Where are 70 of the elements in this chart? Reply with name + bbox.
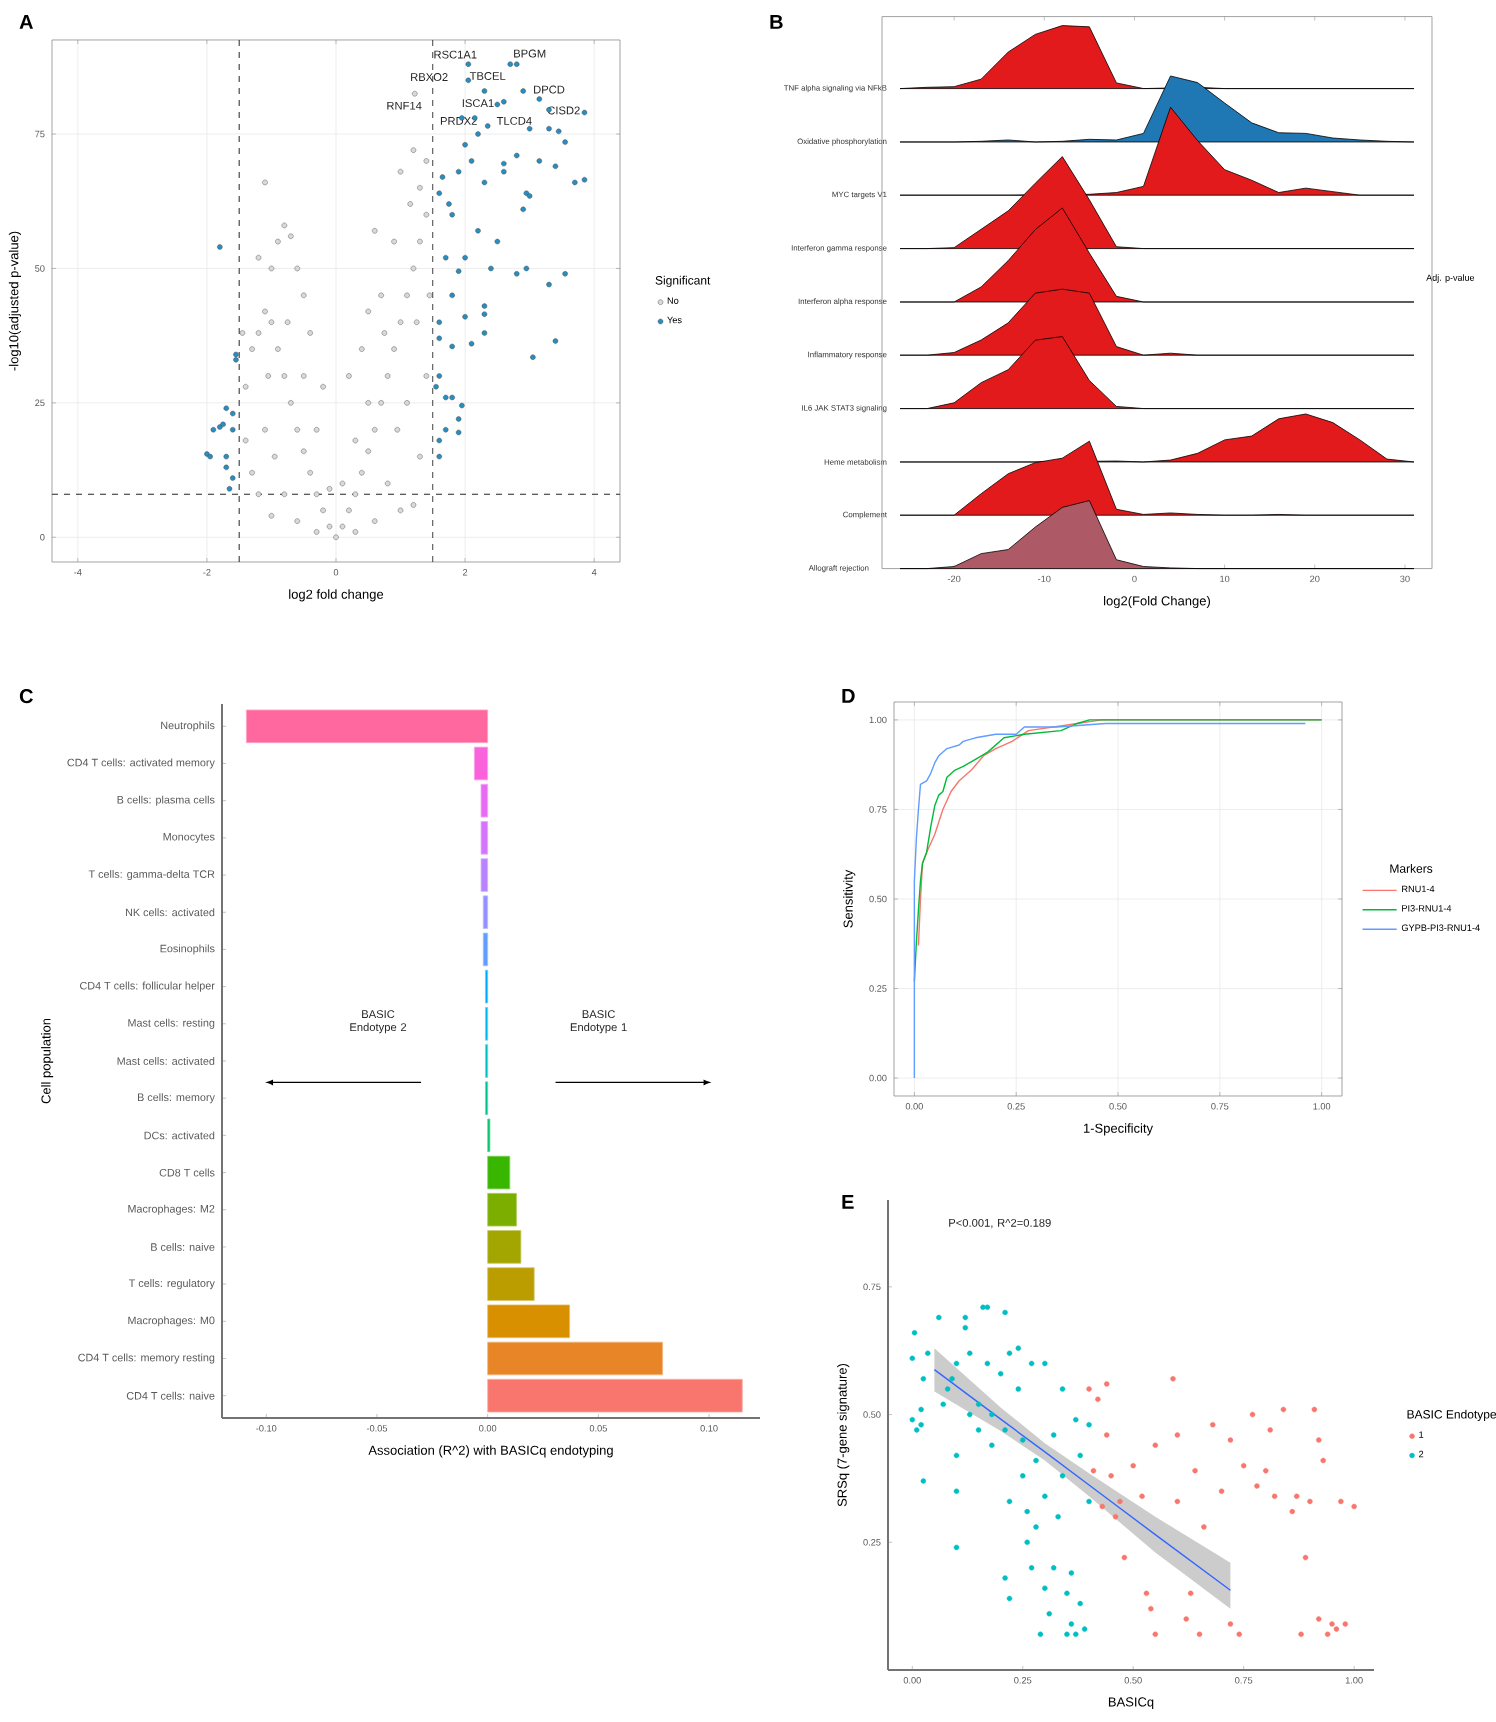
point: [1311, 1406, 1318, 1413]
point: [1086, 1386, 1092, 1392]
point: [1329, 1621, 1335, 1627]
point: [1316, 1616, 1322, 1622]
point: [1121, 1554, 1128, 1561]
bar: [482, 895, 489, 929]
line-series: [913, 722, 1307, 1079]
point: [1302, 1554, 1309, 1561]
point: [1095, 1396, 1101, 1402]
point: [1254, 1483, 1260, 1489]
point: [1236, 1631, 1242, 1637]
chart-title: D: [842, 689, 855, 703]
bar: [487, 1267, 535, 1301]
point: [1307, 1498, 1313, 1505]
bar: [487, 1378, 743, 1413]
chart-title: B: [770, 15, 783, 29]
line-series: [933, 1368, 1232, 1591]
point: [1263, 1468, 1269, 1474]
chart-title: A: [19, 15, 33, 29]
point: [1210, 1422, 1216, 1428]
bar: [482, 932, 489, 967]
point: [1130, 1462, 1136, 1469]
point: [1112, 1514, 1119, 1520]
point: [1152, 1442, 1158, 1448]
point: [1148, 1605, 1154, 1612]
point: [1104, 1381, 1110, 1387]
point: [1201, 1524, 1207, 1530]
point: [1187, 1590, 1194, 1597]
point: [1324, 1631, 1331, 1637]
point: [1227, 1621, 1234, 1627]
point: [1271, 1493, 1278, 1499]
point: [1289, 1508, 1295, 1515]
bar: [487, 1230, 522, 1264]
chart-title: E: [842, 1195, 854, 1209]
point: [1227, 1437, 1234, 1443]
point: [1351, 1503, 1357, 1510]
bar: [480, 858, 489, 892]
point: [1099, 1503, 1105, 1510]
bar: [487, 1304, 570, 1339]
point: [1320, 1457, 1326, 1464]
point: [1174, 1498, 1181, 1505]
point: [1152, 1631, 1158, 1637]
point: [1104, 1432, 1110, 1438]
point: [1218, 1488, 1225, 1494]
point: [1267, 1427, 1273, 1433]
point: [1108, 1473, 1114, 1479]
point: [1139, 1493, 1145, 1499]
point: [1240, 1462, 1247, 1469]
point: [1183, 1616, 1189, 1622]
point: [1280, 1406, 1287, 1413]
bar: [487, 1155, 511, 1190]
point: [1170, 1376, 1176, 1382]
point: [1196, 1631, 1203, 1637]
point: [1143, 1590, 1150, 1597]
point: [1316, 1437, 1322, 1443]
text: C: [19, 689, 33, 704]
point: [1293, 1493, 1300, 1499]
point: [1249, 1411, 1256, 1418]
bar: [487, 1192, 517, 1227]
bar: [487, 1341, 663, 1376]
point: [1333, 1626, 1340, 1632]
point: [1117, 1498, 1123, 1505]
point: [1174, 1432, 1181, 1438]
point: [1192, 1468, 1198, 1474]
bar: [245, 709, 489, 744]
point: [1298, 1631, 1304, 1637]
point: [1090, 1468, 1097, 1474]
point: [1338, 1498, 1344, 1505]
point: [1342, 1621, 1348, 1627]
bar: [473, 746, 489, 781]
